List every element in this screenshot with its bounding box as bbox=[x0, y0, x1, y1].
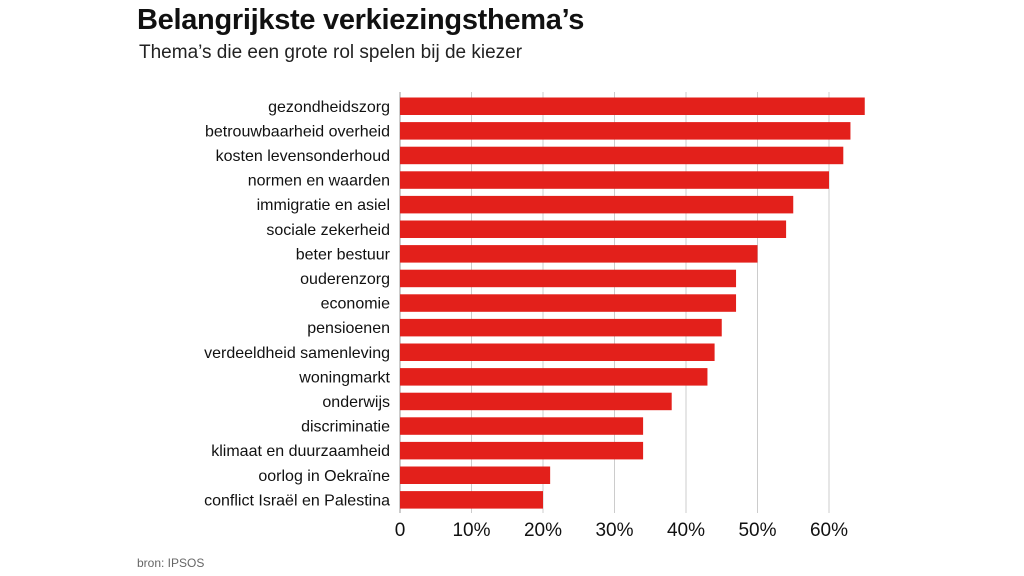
category-label: betrouwbaarheid overheid bbox=[205, 123, 390, 140]
bars bbox=[400, 97, 865, 509]
bar bbox=[400, 122, 851, 140]
x-tick-label: 40% bbox=[667, 520, 705, 541]
x-tick-label: 20% bbox=[524, 520, 562, 541]
bar bbox=[400, 466, 551, 484]
x-tick-label: 30% bbox=[595, 520, 633, 541]
category-label: ouderenzorg bbox=[300, 271, 390, 288]
bar bbox=[400, 245, 758, 263]
category-labels: gezondheidszorg betrouwbaarheid overheid k… bbox=[204, 99, 391, 510]
bar bbox=[400, 368, 708, 386]
x-tick-label: 0 bbox=[395, 520, 406, 541]
x-tick-label: 60% bbox=[810, 520, 848, 541]
bar bbox=[400, 97, 865, 115]
category-label: economie bbox=[321, 296, 390, 313]
category-label: discriminatie bbox=[301, 419, 390, 436]
category-label: immigratie en asiel bbox=[257, 197, 390, 214]
x-tick-label: 50% bbox=[738, 520, 776, 541]
bar bbox=[400, 441, 644, 460]
category-label: woningmarkt bbox=[298, 369, 390, 386]
bar bbox=[400, 195, 794, 214]
bar bbox=[400, 318, 722, 337]
category-label: gezondheidszorg bbox=[268, 99, 390, 116]
bar bbox=[400, 269, 737, 288]
bar bbox=[400, 294, 737, 312]
category-label: oorlog in Oekraïne bbox=[258, 468, 390, 485]
bar bbox=[400, 491, 543, 509]
bar bbox=[400, 343, 715, 361]
bar bbox=[400, 146, 844, 165]
source-note: bron: IPSOS bbox=[137, 556, 205, 570]
bar bbox=[400, 417, 644, 435]
x-axis-ticks: 0 10% 20% 30% 40% 50% 60% bbox=[395, 520, 848, 541]
x-tick-label: 10% bbox=[452, 520, 490, 541]
category-label: conflict Israël en Palestina bbox=[204, 492, 390, 509]
chart-subtitle: Thema’s die een grote rol spelen bij de … bbox=[139, 42, 523, 63]
category-label: normen en waarden bbox=[248, 173, 390, 190]
bar bbox=[400, 392, 672, 411]
category-label: pensioenen bbox=[307, 320, 390, 337]
category-label: klimaat en duurzaamheid bbox=[211, 443, 390, 460]
category-label: sociale zekerheid bbox=[266, 222, 390, 239]
category-label: onderwijs bbox=[322, 394, 390, 411]
bar bbox=[400, 220, 787, 238]
category-label: verdeeldheid samenleving bbox=[204, 345, 390, 362]
bar bbox=[400, 171, 829, 189]
category-label: kosten levensonderhoud bbox=[216, 148, 390, 165]
chart-title: Belangrijkste verkiezingsthema’s bbox=[137, 4, 585, 36]
category-label: beter bestuur bbox=[296, 246, 391, 263]
